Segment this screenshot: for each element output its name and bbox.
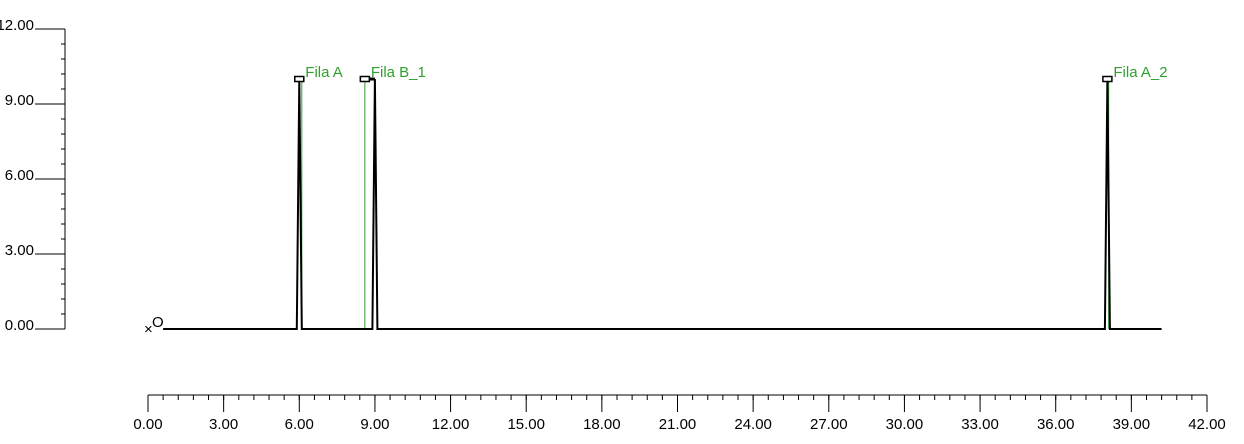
x-tick-label: 36.00 xyxy=(1037,416,1075,433)
x-tick-label: 33.00 xyxy=(961,416,999,433)
x-tick-label: 30.00 xyxy=(886,416,924,433)
series-line xyxy=(163,78,1162,330)
series-group xyxy=(163,75,1162,330)
x-tick-label: 42.00 xyxy=(1188,416,1226,433)
y-axis: 0.00 3.00 6.00 9.00 12.00 xyxy=(0,17,66,334)
x-tick-label: 12.00 xyxy=(432,416,470,433)
y-tick-label: 9.00 xyxy=(5,92,34,109)
peak-apex-marker xyxy=(1102,75,1113,83)
peak-apex-marker xyxy=(294,75,305,83)
origin-cross-marker: × xyxy=(144,321,153,338)
y-tick-label: 3.00 xyxy=(5,242,34,259)
peak-labels: Fila A Fila B_1 Fila A_2 xyxy=(305,64,1167,81)
peak-label: Fila A xyxy=(305,64,343,81)
x-tick-label: 27.00 xyxy=(810,416,848,433)
x-tick-label: 0.00 xyxy=(133,416,162,433)
x-tick-label: 6.00 xyxy=(285,416,314,433)
x-tick-label: 3.00 xyxy=(209,416,238,433)
x-axis: 0.00 3.00 6.00 9.00 12.00 15.00 18.00 21.00 24.0… xyxy=(133,394,1226,433)
y-tick-label: 12.00 xyxy=(0,17,34,34)
peak-apex-marker xyxy=(359,75,371,83)
peak-markers xyxy=(301,79,1110,329)
x-tick-label: 18.00 xyxy=(583,416,621,433)
x-tick-label: 21.00 xyxy=(659,416,697,433)
y-tick-label: 0.00 xyxy=(5,317,34,334)
origin-label: O xyxy=(152,314,164,331)
x-tick-label: 39.00 xyxy=(1113,416,1151,433)
x-tick-label: 24.00 xyxy=(734,416,772,433)
x-tick-label: 9.00 xyxy=(360,416,389,433)
origin-marker: × O xyxy=(144,314,164,338)
peak-label: Fila B_1 xyxy=(371,64,426,81)
x-tick-label: 15.00 xyxy=(507,416,545,433)
peak-label: Fila A_2 xyxy=(1113,64,1167,81)
y-tick-label: 6.00 xyxy=(5,167,34,184)
